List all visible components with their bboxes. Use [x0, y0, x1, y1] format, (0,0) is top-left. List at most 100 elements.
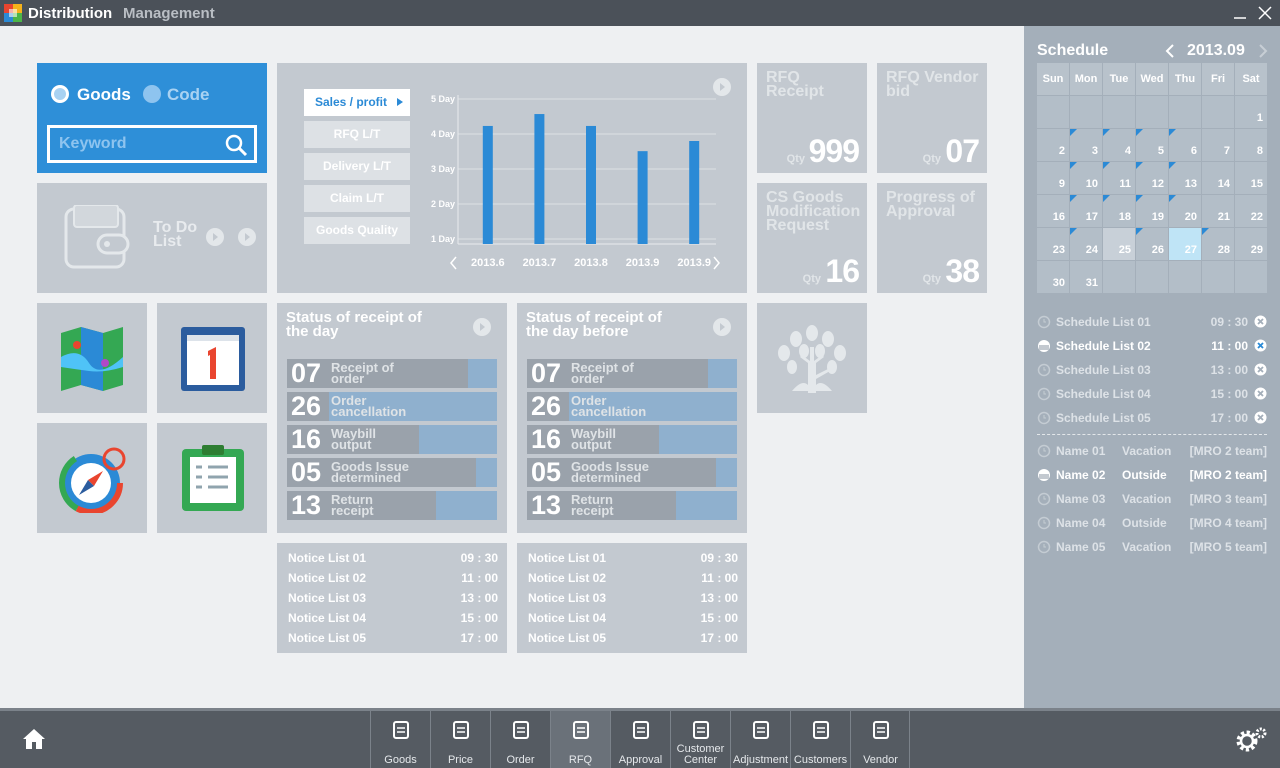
info-tile[interactable]: RFQ Receipt 999 Qty [757, 63, 867, 173]
calendar-day[interactable]: 11 [1103, 162, 1135, 194]
calendar-day[interactable]: 12 [1136, 162, 1168, 194]
notice-name[interactable]: Notice List 02 [288, 571, 367, 585]
notice-name[interactable]: Notice List 04 [288, 611, 367, 625]
notice-name[interactable]: Notice List 03 [288, 591, 367, 605]
calendar-day[interactable]: 8 [1235, 129, 1267, 161]
calendar-day[interactable]: 13 [1169, 162, 1201, 194]
radio-label[interactable]: Goods [77, 85, 131, 104]
chart-tab[interactable]: Goods Quality [304, 217, 410, 244]
staff-name[interactable]: Name 03 [1056, 492, 1106, 506]
calendar-day[interactable]: 24 [1070, 228, 1102, 260]
calendar-day[interactable]: 21 [1202, 195, 1234, 227]
next-button[interactable] [713, 78, 733, 98]
calendar-day[interactable]: 4 [1103, 129, 1135, 161]
calendar-day[interactable]: 2 [1037, 129, 1069, 161]
info-tile[interactable]: CS Goods Modification Request 16 Qty [757, 183, 867, 293]
status-row[interactable]: 05 Goods Issue determined [527, 458, 737, 487]
nav-item[interactable]: RFQ [550, 711, 610, 768]
calendar-day[interactable]: 25 [1103, 228, 1135, 260]
schedule-name[interactable]: Schedule List 01 [1056, 315, 1151, 329]
next-button[interactable] [473, 318, 493, 338]
calendar-day[interactable]: 29 [1235, 228, 1267, 260]
nav-item[interactable]: Adjustment [730, 711, 790, 768]
calendar-day[interactable]: 20 [1169, 195, 1201, 227]
schedule-name[interactable]: Schedule List 03 [1056, 363, 1151, 377]
nav-item[interactable]: Goods [370, 711, 430, 768]
search-input[interactable]: Keyword [47, 125, 257, 163]
calendar-day[interactable]: 14 [1202, 162, 1234, 194]
todo-arrows[interactable] [206, 228, 266, 248]
calendar-day[interactable]: 3 [1070, 129, 1102, 161]
status-row[interactable]: 05 Goods Issue determined [287, 458, 497, 487]
clipboard-tile[interactable] [157, 423, 267, 533]
notice-name[interactable]: Notice List 02 [528, 571, 607, 585]
calendar-day[interactable]: 28 [1202, 228, 1234, 260]
schedule-name[interactable]: Schedule List 02 [1056, 339, 1151, 353]
tree-tile[interactable] [757, 303, 867, 413]
nav-item[interactable]: Order [490, 711, 550, 768]
map-tile[interactable] [37, 303, 147, 413]
calendar-day[interactable]: 22 [1235, 195, 1267, 227]
notice-name[interactable]: Notice List 05 [288, 631, 367, 645]
prev-month[interactable] [1164, 43, 1178, 59]
notice-name[interactable]: Notice List 01 [288, 551, 367, 565]
calendar-day[interactable]: 31 [1070, 261, 1102, 293]
nav-item[interactable]: Vendor [850, 711, 910, 768]
status-row[interactable]: 13 Return receipt [527, 491, 737, 520]
status-row[interactable]: 13 Return receipt [287, 491, 497, 520]
notice-name[interactable]: Notice List 03 [528, 591, 607, 605]
radio[interactable] [142, 84, 162, 104]
nav-item[interactable]: Customer Center [670, 711, 730, 768]
nav-item[interactable]: Approval [610, 711, 670, 768]
radio-selected[interactable] [50, 84, 70, 104]
calendar-day[interactable]: 30 [1037, 261, 1069, 293]
next-button[interactable] [713, 318, 733, 338]
calendar-day[interactable]: 23 [1037, 228, 1069, 260]
staff-name[interactable]: Name 02 [1056, 468, 1106, 482]
info-tile[interactable]: Progress of Approval 38 Qty [877, 183, 987, 293]
chart-tab[interactable]: Claim L/T [304, 185, 410, 212]
radio-label[interactable]: Code [167, 85, 210, 104]
calendar-day[interactable]: 6 [1169, 129, 1201, 161]
delete-button[interactable] [1254, 411, 1267, 424]
staff-name[interactable]: Name 05 [1056, 540, 1106, 554]
settings-button[interactable] [1234, 726, 1268, 754]
todo-tile[interactable]: To Do List [37, 183, 267, 293]
delete-button[interactable] [1254, 363, 1267, 376]
calendar-tile[interactable] [157, 303, 267, 413]
chart-tab[interactable]: Delivery L/T [304, 153, 410, 180]
calendar-day[interactable]: 5 [1136, 129, 1168, 161]
nav-item[interactable]: Price [430, 711, 490, 768]
status-row[interactable]: 07 Receipt of order [287, 359, 497, 388]
calendar-day[interactable]: 10 [1070, 162, 1102, 194]
calendar-day[interactable]: 15 [1235, 162, 1267, 194]
calendar-day[interactable]: 19 [1136, 195, 1168, 227]
status-row[interactable]: 16 Waybill output [287, 425, 497, 454]
next-month[interactable] [1256, 43, 1270, 59]
calendar-day[interactable]: 18 [1103, 195, 1135, 227]
calendar-day[interactable]: 9 [1037, 162, 1069, 194]
notice-name[interactable]: Notice List 01 [528, 551, 607, 565]
delete-button[interactable] [1254, 387, 1267, 400]
status-row[interactable]: 07 Receipt of order [527, 359, 737, 388]
chart-tab[interactable]: Sales / profit [304, 89, 410, 116]
calendar-day[interactable]: 1 [1235, 96, 1267, 128]
status-row[interactable]: 16 Waybill output [527, 425, 737, 454]
staff-name[interactable]: Name 01 [1056, 444, 1106, 458]
notice-name[interactable]: Notice List 05 [528, 631, 607, 645]
home-button[interactable] [22, 728, 46, 750]
delete-button[interactable] [1254, 339, 1267, 352]
status-row[interactable]: 26 Order cancellation [287, 392, 497, 421]
calendar-day[interactable]: 16 [1037, 195, 1069, 227]
schedule-name[interactable]: Schedule List 04 [1056, 387, 1151, 401]
chart-tab[interactable]: RFQ L/T [304, 121, 410, 148]
calendar-day[interactable]: 27 [1169, 228, 1201, 260]
compass-tile[interactable] [37, 423, 147, 533]
nav-item[interactable]: Customers [790, 711, 850, 768]
status-row[interactable]: 26 Order cancellation [527, 392, 737, 421]
calendar-day[interactable]: 26 [1136, 228, 1168, 260]
calendar-day[interactable]: 17 [1070, 195, 1102, 227]
info-tile[interactable]: RFQ Vendor bid 07 Qty [877, 63, 987, 173]
minimize-button[interactable] [1232, 5, 1248, 21]
schedule-name[interactable]: Schedule List 05 [1056, 411, 1151, 425]
